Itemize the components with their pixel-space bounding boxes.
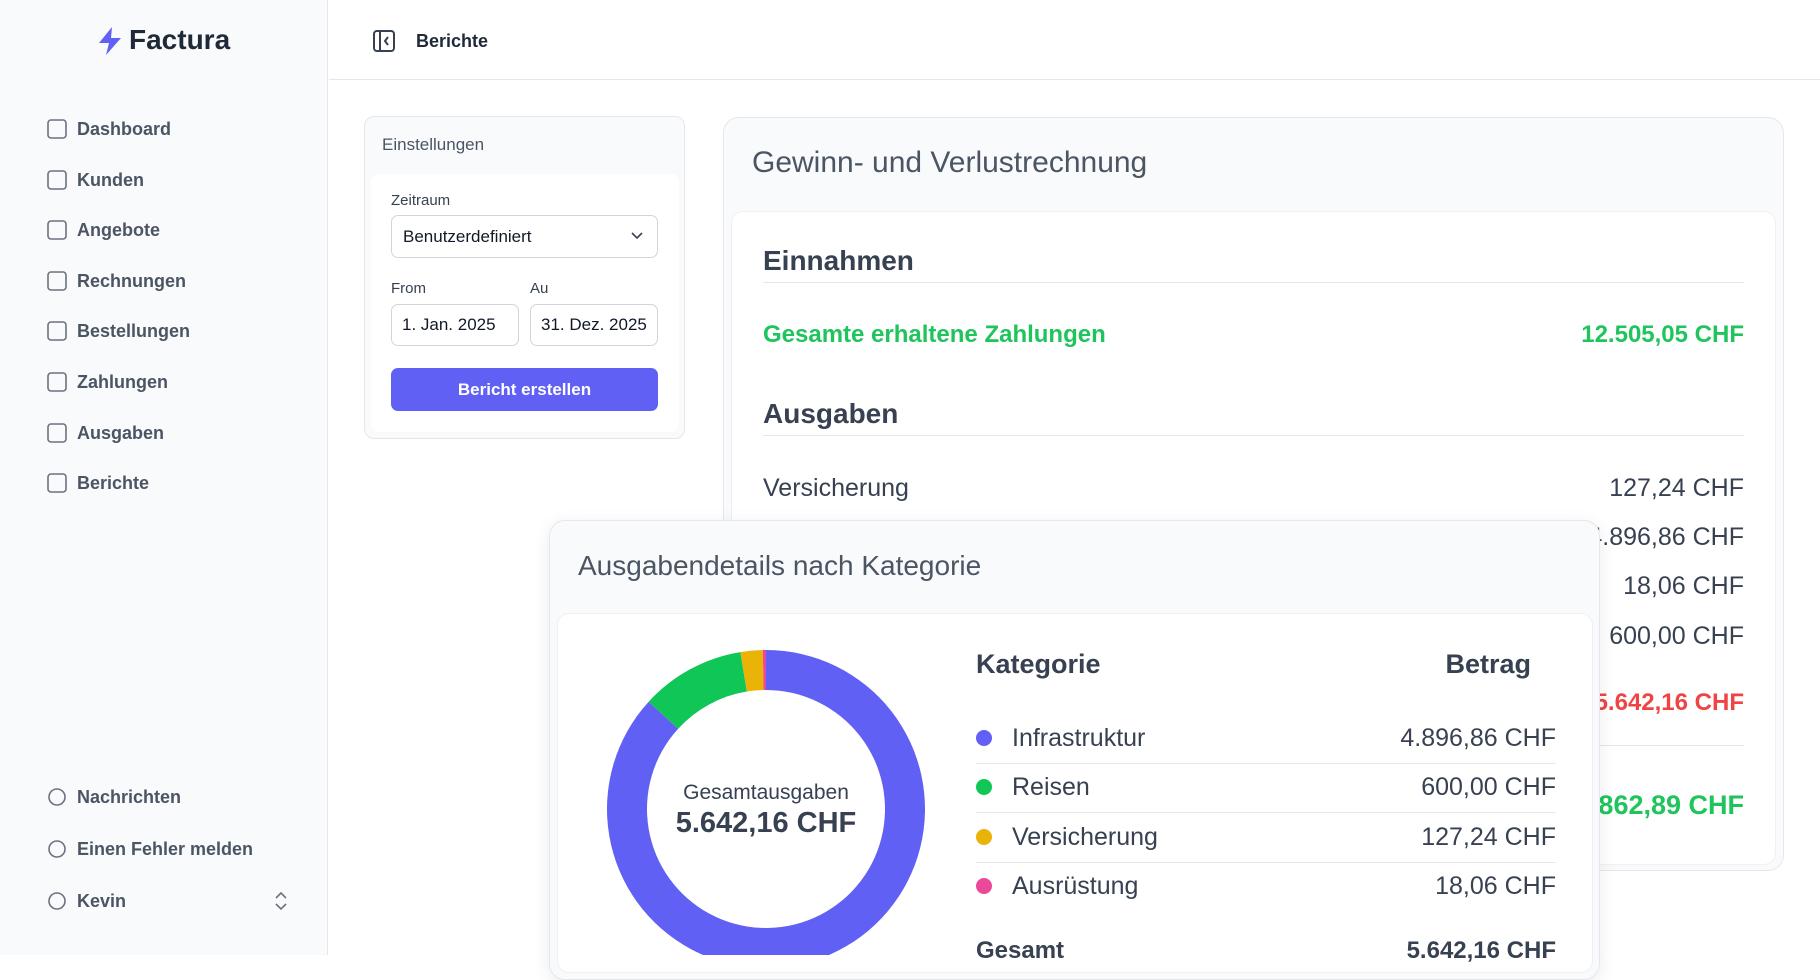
- table-total-label: Gesamt: [976, 937, 1065, 964]
- category-label: Reisen: [1012, 773, 1090, 801]
- nav-item[interactable]: Kevin: [77, 891, 127, 911]
- legend-dot: [976, 829, 992, 845]
- nav-icon: [48, 840, 66, 858]
- period-label: Zeitraum: [391, 192, 451, 209]
- brand-logo: [99, 27, 121, 55]
- income-label: Gesamte erhaltene Zahlungen: [763, 321, 1106, 348]
- income-heading: Einnahmen: [763, 245, 914, 276]
- donut-chart: [607, 650, 925, 955]
- period-select[interactable]: [391, 215, 658, 258]
- expense-amount: 127,24 CHF: [1609, 474, 1744, 502]
- nav-item[interactable]: Angebote: [77, 220, 160, 240]
- from-input[interactable]: [391, 304, 519, 346]
- to-label: Au: [530, 280, 549, 297]
- nav-item[interactable]: Ausgaben: [77, 423, 165, 443]
- net-profit: 6.862,89 CHF: [1575, 790, 1744, 820]
- expense-amount: 600,00 CHF: [1609, 622, 1744, 650]
- legend-dot: [976, 779, 992, 795]
- category-amount: 600,00 CHF: [1421, 773, 1556, 801]
- settings-title: Einstellungen: [382, 135, 485, 154]
- nav-icon: [47, 119, 67, 139]
- donut-center-amount: 5.642,16 CHF: [675, 807, 857, 839]
- to-value: 31. Dez. 2025: [541, 315, 647, 334]
- expense-amount: 18,06 CHF: [1623, 572, 1744, 600]
- nav-item[interactable]: Nachrichten: [77, 787, 182, 807]
- category-amount: 127,24 CHF: [1421, 823, 1556, 851]
- pnl-title: Gewinn- und Verlustrechnung: [752, 146, 1148, 179]
- nav-icon: [47, 271, 67, 291]
- nav-icon: [47, 321, 67, 341]
- brand: Factura: [129, 24, 231, 55]
- donut-segment: [762, 650, 766, 691]
- sidebar-toggle[interactable]: [373, 30, 395, 52]
- legend-dot: [976, 730, 992, 746]
- to-input[interactable]: [530, 304, 658, 346]
- expense-amount: 4.896,86 CHF: [1588, 523, 1744, 551]
- generate-button[interactable]: [391, 368, 658, 411]
- nav-icon: [47, 220, 67, 240]
- nav-icon: [48, 892, 66, 910]
- divider: [763, 282, 1744, 283]
- donut-center-label: Gesamtausgaben: [683, 781, 849, 804]
- category-label: Infrastruktur: [1012, 724, 1146, 752]
- user-menu-chevron[interactable]: [272, 889, 290, 913]
- row-divider: [976, 862, 1556, 863]
- donut-segment: [740, 650, 764, 692]
- from-value: 1. Jan. 2025: [402, 315, 496, 334]
- nav-item[interactable]: Dashboard: [77, 119, 172, 139]
- from-label: From: [391, 280, 426, 297]
- income-amount: 12.505,05 CHF: [1581, 321, 1744, 348]
- table-header-amount: Betrag: [1445, 649, 1531, 679]
- category-amount: 4.896,86 CHF: [1400, 724, 1556, 752]
- generate-button-label: Bericht erstellen: [457, 380, 592, 399]
- divider: [763, 435, 1744, 436]
- nav-item[interactable]: Berichte: [77, 473, 150, 493]
- nav-item[interactable]: Einen Fehler melden: [77, 839, 254, 859]
- nav-icon: [47, 423, 67, 443]
- nav-item[interactable]: Zahlungen: [77, 372, 168, 392]
- nav-icon: [47, 170, 67, 190]
- expense-total: 5.642,16 CHF: [1594, 689, 1744, 716]
- page-title: Berichte: [416, 31, 489, 51]
- expense-label: Versicherung: [763, 474, 909, 502]
- nav-item[interactable]: Bestellungen: [77, 321, 191, 341]
- nav-icon: [48, 788, 66, 806]
- row-divider: [976, 812, 1556, 813]
- category-label: Versicherung: [1012, 823, 1158, 851]
- nav-item[interactable]: Rechnungen: [77, 271, 187, 291]
- nav-icon: [47, 473, 67, 493]
- details-title: Ausgabendetails nach Kategorie: [578, 550, 982, 581]
- donut-segment: [648, 652, 747, 729]
- table-total-amount: 5.642,16 CHF: [1406, 937, 1556, 964]
- legend-dot: [976, 878, 992, 894]
- nav-icon: [47, 372, 67, 392]
- table-header-category: Kategorie: [976, 649, 1101, 679]
- row-divider: [976, 763, 1556, 764]
- select-chevron: [631, 232, 643, 240]
- expenses-heading: Ausgaben: [763, 398, 899, 429]
- header-border: [329, 79, 1820, 80]
- period-value: Benutzerdefiniert: [403, 227, 532, 246]
- category-amount: 18,06 CHF: [1435, 872, 1556, 900]
- nav-item[interactable]: Kunden: [77, 170, 144, 190]
- sidebar: [0, 0, 328, 955]
- category-label: Ausrüstung: [1012, 872, 1139, 900]
